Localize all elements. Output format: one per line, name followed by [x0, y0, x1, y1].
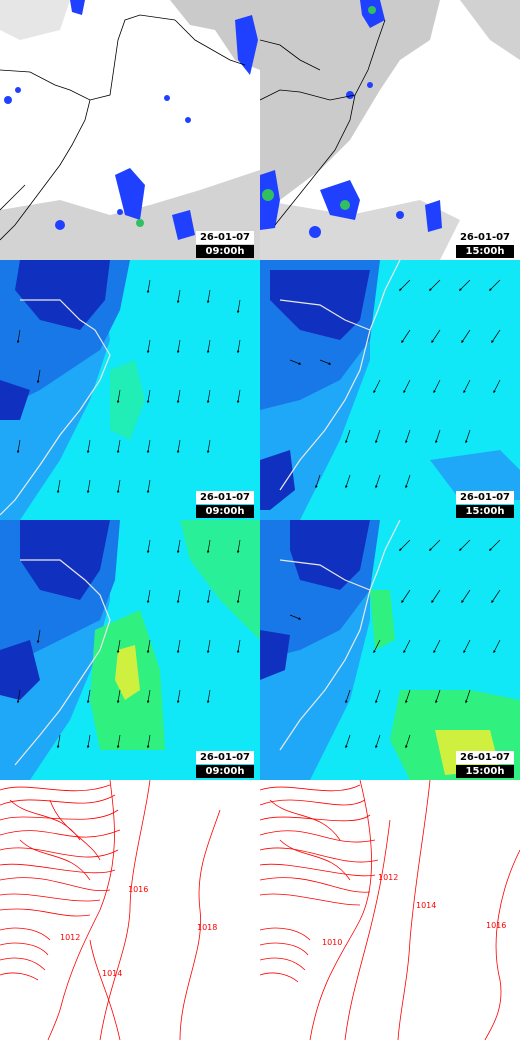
humidity-lower-map-0900: 26-01-07 09:00h [0, 520, 260, 780]
date-label: 26-01-07 [456, 751, 514, 764]
isobar-label: 1012 [378, 873, 398, 882]
time-label: 09:00h [196, 505, 254, 518]
date-label: 26-01-07 [456, 231, 514, 244]
humidity-lower-map-1500: 26-01-07 15:00h [260, 520, 520, 780]
humidity-upper-map-0900: 26-01-07 09:00h [0, 260, 260, 520]
wind-arrows [289, 279, 501, 489]
time-label: 15:00h [456, 765, 514, 778]
pressure-map-graphic-0900: 1012 1014 1016 1018 [0, 780, 260, 1040]
wind-arrows [289, 539, 501, 749]
wind-arrows [16, 539, 241, 749]
time-label: 15:00h [456, 245, 514, 258]
date-label: 26-01-07 [196, 751, 254, 764]
precip-map-1500: 26-01-07 15:00h [260, 0, 520, 260]
time-label: 09:00h [196, 765, 254, 778]
precip-map-graphic-1500 [260, 0, 520, 260]
timestamp-label: 26-01-07 09:00h [196, 751, 254, 778]
isobar-label: 1014 [102, 969, 122, 978]
wind-arrows [16, 279, 241, 494]
time-label: 09:00h [196, 245, 254, 258]
isobar-label: 1010 [322, 938, 342, 947]
isobar-label: 1012 [60, 933, 80, 942]
precip-map-graphic-0900 [0, 0, 260, 260]
isobar-label: 1016 [486, 921, 506, 930]
humidity-lower-graphic-0900 [0, 520, 260, 780]
date-label: 26-01-07 [456, 491, 514, 504]
timestamp-label: 26-01-07 09:00h [196, 491, 254, 518]
timestamp-label: 26-01-07 15:00h [456, 491, 514, 518]
isobar-cluster [0, 784, 121, 981]
timestamp-label: 26-01-07 15:00h [456, 751, 514, 778]
pressure-map-graphic-1500: 1010 1012 1014 1016 [260, 780, 520, 1040]
isobar-label: 1014 [416, 901, 436, 910]
humidity-lower-graphic-1500 [260, 520, 520, 780]
date-label: 26-01-07 [196, 231, 254, 244]
date-label: 26-01-07 [196, 491, 254, 504]
precip-map-0900: 26-01-07 09:00h [0, 0, 260, 260]
timestamp-label: 26-01-07 15:00h [456, 231, 514, 258]
humidity-upper-map-1500: 26-01-07 15:00h [260, 260, 520, 520]
isobar-cluster [260, 784, 379, 983]
timestamp-label: 26-01-07 09:00h [196, 231, 254, 258]
humidity-upper-graphic-0900 [0, 260, 260, 520]
pressure-map-0900: 1012 1014 1016 1018 [0, 780, 260, 1040]
humidity-upper-graphic-1500 [260, 260, 520, 520]
time-label: 15:00h [456, 505, 514, 518]
isobar-label: 1018 [197, 923, 217, 932]
pressure-map-1500: 1010 1012 1014 1016 [260, 780, 520, 1040]
isobar-label: 1016 [128, 885, 148, 894]
